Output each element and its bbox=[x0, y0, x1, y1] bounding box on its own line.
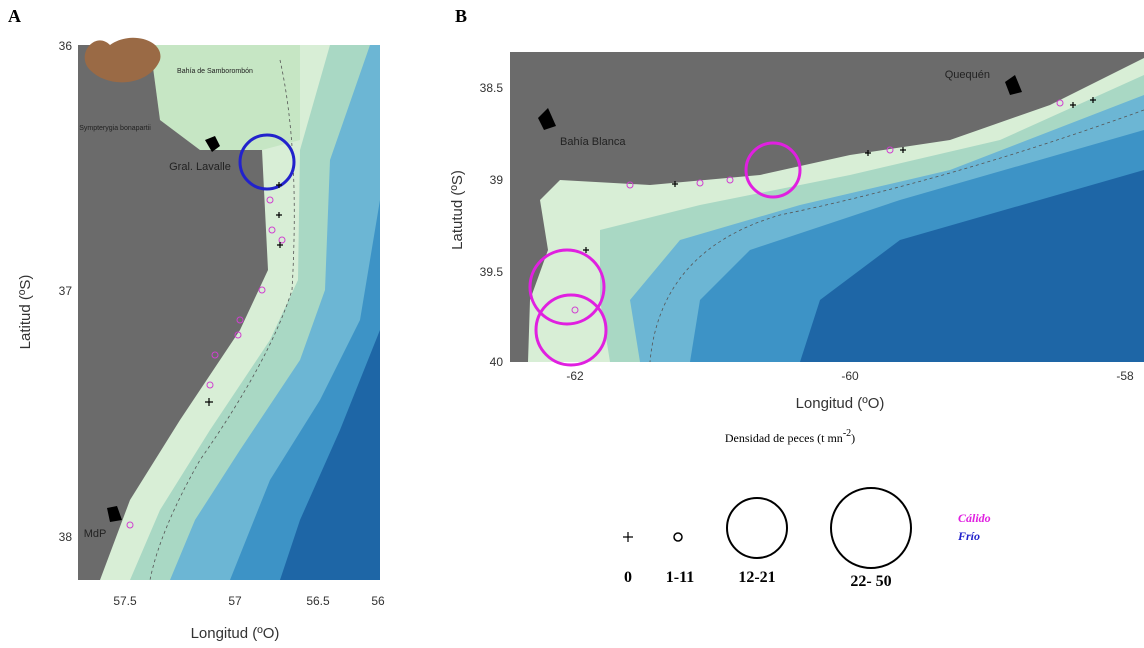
legend-symbol bbox=[623, 532, 633, 542]
y-tick-label: 39 bbox=[490, 173, 504, 187]
place-label: Bahía Blanca bbox=[560, 136, 626, 148]
legend-title: Densidad de peces (t mn-2) bbox=[725, 428, 855, 445]
figure: A Bahía de Samborombón Sympterygia bonap… bbox=[0, 0, 1144, 648]
legend-symbol bbox=[674, 533, 682, 541]
legend-class: 1-11 bbox=[666, 569, 694, 586]
legend-title-text: Densidad de peces (t mn bbox=[725, 431, 843, 445]
place-label: Bahía de Samborombón bbox=[177, 68, 253, 75]
map-b: Bahía Blanca Quequén bbox=[510, 52, 1144, 365]
map-a: Bahía de Samborombón Sympterygia bonapar… bbox=[78, 38, 380, 580]
y-axis-title: Latutud (ºS) bbox=[449, 170, 466, 250]
legend-warm: Cálido bbox=[958, 511, 991, 525]
y-tick-label: 36 bbox=[59, 39, 73, 53]
legend-symbol bbox=[831, 488, 911, 568]
y-tick-label: 39.5 bbox=[480, 265, 504, 279]
place-label: Quequén bbox=[945, 69, 990, 81]
x-tick-label: 57.5 bbox=[113, 594, 137, 608]
legend-class: 22- 50 bbox=[850, 573, 891, 590]
x-tick-label: 56 bbox=[371, 594, 385, 608]
y-tick-label: 40 bbox=[490, 355, 504, 369]
place-label: Gral. Lavalle bbox=[169, 161, 231, 173]
group: 36 37 38 bbox=[59, 39, 73, 544]
y-tick-label: 38.5 bbox=[480, 81, 504, 95]
group: 0 1-11 12-21 22- 50 bbox=[624, 569, 892, 590]
x-tick-label: -62 bbox=[566, 369, 584, 383]
panel-label: B bbox=[455, 6, 467, 26]
x-tick-label: -60 bbox=[841, 369, 859, 383]
place-label: MdP bbox=[84, 528, 107, 540]
y-axis-title: Latitud (ºS) bbox=[17, 275, 34, 350]
place-label: Sympterygia bonapartii bbox=[79, 125, 151, 132]
x-axis-title: Longitud (ºO) bbox=[191, 625, 280, 642]
legend-title-sup: -2 bbox=[843, 428, 851, 439]
group: 38.5 39 39.5 40 bbox=[480, 81, 504, 369]
y-tick-label: 38 bbox=[59, 530, 73, 544]
legend-symbol bbox=[727, 498, 787, 558]
legend-title-end: ) bbox=[851, 431, 855, 445]
y-tick-label: 37 bbox=[59, 284, 73, 298]
legend-class: 12-21 bbox=[738, 569, 775, 586]
legend-cold: Frío bbox=[957, 529, 980, 543]
group: -62 -60 -58 bbox=[566, 369, 1134, 383]
group: 57.5 57 56.5 56 bbox=[113, 594, 385, 608]
x-tick-label: -58 bbox=[1116, 369, 1134, 383]
panel-label: A bbox=[8, 6, 21, 26]
legend-class: 0 bbox=[624, 569, 632, 586]
x-tick-label: 57 bbox=[228, 594, 242, 608]
x-axis-title: Longitud (ºO) bbox=[796, 395, 885, 412]
x-tick-label: 56.5 bbox=[306, 594, 330, 608]
